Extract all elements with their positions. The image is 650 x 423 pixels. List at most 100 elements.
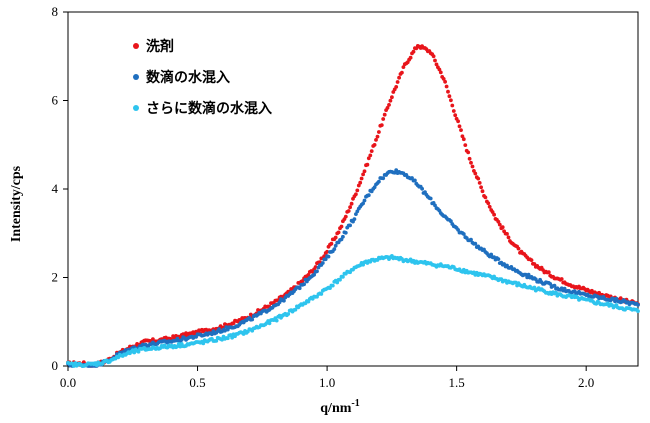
data-point [313, 265, 318, 269]
data-point [217, 327, 222, 332]
data-point [319, 292, 324, 296]
data-point [532, 262, 537, 266]
x-tick-label: 2.0 [578, 375, 594, 390]
data-point [469, 237, 473, 242]
data-point [523, 272, 528, 277]
data-point [356, 183, 361, 188]
data-point [329, 241, 334, 246]
data-point [446, 89, 450, 94]
data-point [293, 307, 298, 312]
data-point [267, 321, 272, 326]
data-point [366, 156, 371, 161]
data-point [453, 113, 458, 118]
data-point [395, 80, 400, 84]
data-point [368, 153, 373, 158]
data-point [333, 235, 338, 240]
data-point [323, 257, 328, 262]
data-point [220, 337, 224, 342]
data-point [450, 103, 455, 108]
data-point [302, 282, 306, 287]
data-point [548, 282, 553, 286]
data-point [479, 185, 483, 190]
data-point [315, 269, 319, 274]
data-point [441, 77, 446, 81]
data-point [348, 205, 352, 210]
data-point [480, 189, 485, 194]
data-point [390, 95, 394, 100]
data-point [359, 176, 364, 181]
data-point [339, 224, 344, 229]
data-point [457, 124, 462, 129]
data-point [473, 241, 478, 246]
y-tick-label: 2 [52, 270, 59, 285]
data-point [413, 178, 417, 183]
data-point [532, 285, 537, 290]
data-point [401, 65, 406, 69]
data-point [312, 272, 316, 277]
data-point [451, 109, 456, 113]
legend: 洗剤 数滴の水混入 さらに数滴の水混入 [133, 38, 272, 117]
data-point [343, 230, 348, 235]
legend-label-1: 数滴の水混入 [146, 69, 230, 86]
data-point [369, 149, 374, 154]
data-point [433, 203, 437, 208]
data-point [379, 123, 384, 127]
legend-marker-1 [133, 74, 139, 80]
data-point [397, 75, 401, 80]
plot-area [67, 11, 639, 367]
data-point [469, 160, 473, 165]
y-tick-label: 0 [52, 358, 59, 373]
data-point [362, 198, 367, 203]
data-point [449, 219, 453, 224]
data-point [463, 143, 468, 148]
data-point [318, 260, 322, 265]
data-point [361, 201, 365, 206]
data-point [197, 328, 201, 333]
data-point [362, 169, 367, 174]
legend-label-2: さらに数滴の水混入 [146, 100, 272, 117]
data-point [526, 272, 531, 277]
data-point [341, 275, 345, 279]
data-point [385, 106, 390, 110]
data-point [496, 219, 501, 224]
data-point [449, 98, 453, 103]
data-point [438, 70, 443, 75]
data-point [554, 290, 558, 295]
data-point [431, 54, 436, 59]
legend-marker-0 [133, 43, 139, 49]
data-point [497, 222, 502, 227]
data-point [466, 150, 471, 155]
data-point [375, 134, 380, 139]
data-point [559, 277, 564, 281]
data-point [330, 283, 335, 288]
data-point [496, 257, 501, 261]
y-tick-label: 6 [52, 93, 59, 108]
data-point [552, 283, 557, 288]
legend-marker-2 [133, 105, 139, 111]
data-point [636, 303, 640, 307]
data-point [320, 261, 325, 265]
data-point [325, 249, 329, 254]
data-point [476, 176, 481, 181]
data-point [461, 232, 466, 236]
data-point [444, 84, 449, 89]
data-point [400, 70, 404, 75]
data-point [297, 286, 302, 291]
data-point [333, 243, 338, 248]
data-point [447, 94, 452, 99]
data-point [349, 201, 354, 206]
data-point [394, 168, 399, 173]
series-layer [66, 44, 640, 368]
data-point [411, 49, 416, 54]
data-point [467, 156, 472, 161]
data-point [516, 246, 521, 251]
data-point [132, 350, 137, 355]
data-point [387, 103, 391, 107]
data-point [326, 254, 331, 259]
data-point [94, 363, 99, 368]
data-point [428, 196, 433, 201]
data-point [225, 336, 230, 341]
data-point [529, 258, 534, 262]
data-point [365, 162, 370, 167]
